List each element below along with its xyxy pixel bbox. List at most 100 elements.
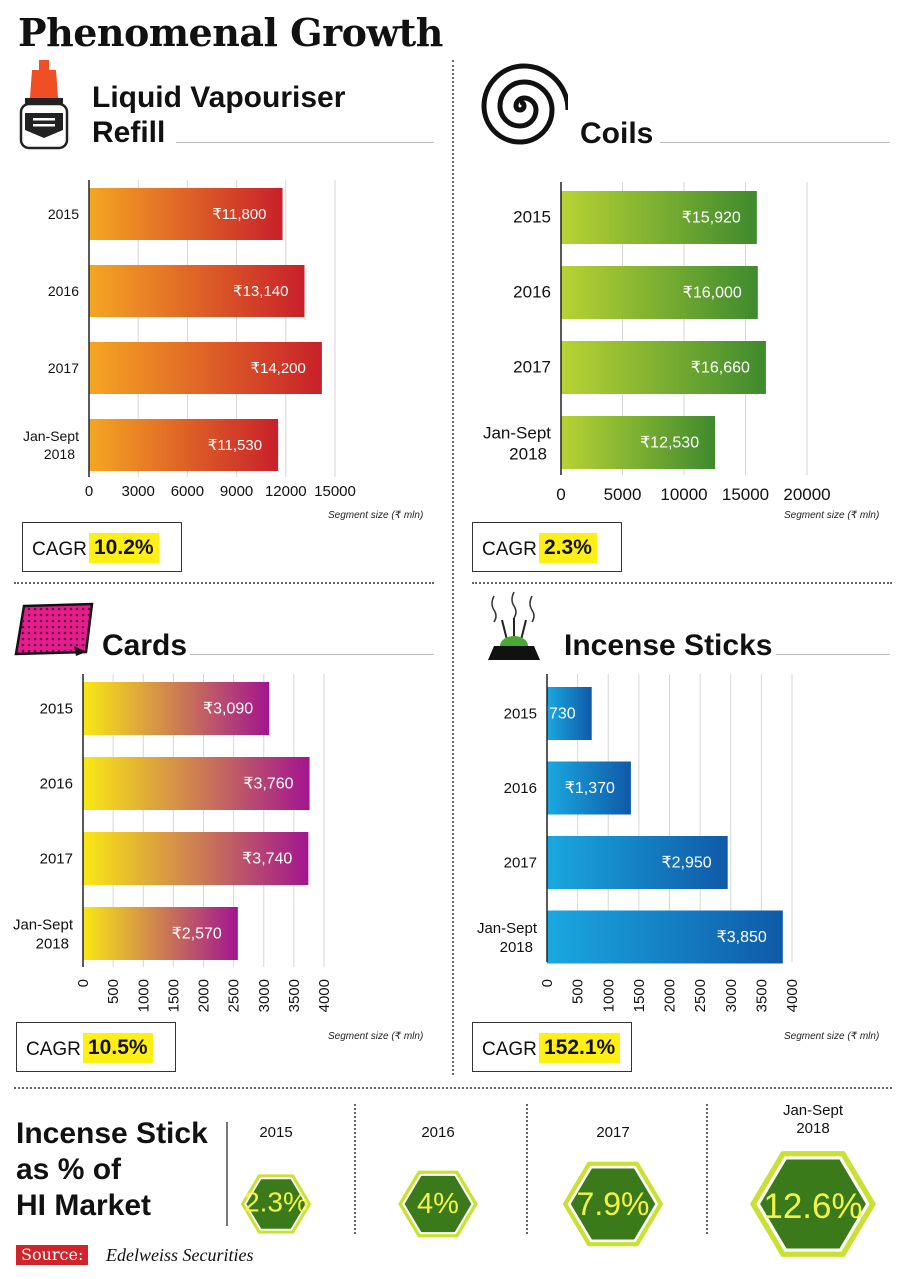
cards-bar bbox=[83, 757, 310, 810]
cards-cagr-box: CAGR 10.5% bbox=[16, 1022, 176, 1072]
liquid-bar bbox=[89, 419, 279, 471]
coils-bar-value-label: ₹12,530 bbox=[640, 435, 699, 452]
liquid-category-label: 2017 bbox=[48, 360, 79, 376]
incense-bar-value-label: ₹2,950 bbox=[661, 855, 711, 872]
incense-bar-value-label: ₹1,370 bbox=[565, 780, 615, 797]
vertical-divider bbox=[452, 60, 454, 1075]
incense-tick-label: 0 bbox=[539, 979, 556, 987]
liquid-cagr-label: CAGR bbox=[32, 539, 87, 560]
cards-category-label: 2016 bbox=[40, 776, 73, 793]
incense-tick-label: 3500 bbox=[753, 979, 770, 1012]
incense-title: Incense Sticks bbox=[564, 629, 773, 662]
cards-tick-label: 4000 bbox=[316, 979, 333, 1012]
share-divider-2 bbox=[526, 1104, 528, 1234]
share-divider-1 bbox=[354, 1104, 356, 1234]
liquid-title-line1: Liquid Vapouriser bbox=[92, 81, 346, 114]
incense-tick-label: 1500 bbox=[631, 979, 648, 1012]
coil-icon bbox=[481, 63, 568, 145]
incense-tick-label: 1000 bbox=[600, 979, 617, 1012]
share-hexagon bbox=[570, 1168, 656, 1240]
share-hexagons: 2.3% 4% 7.9% 12.6% bbox=[240, 1151, 876, 1257]
cards-cagr-label: CAGR bbox=[26, 1039, 81, 1060]
cards-bar bbox=[83, 682, 270, 735]
share-hexagon-value: 4% bbox=[417, 1188, 459, 1220]
share-year-2018: Jan-Sept 2018 bbox=[758, 1102, 868, 1138]
coils-cagr-box: CAGR 2.3% bbox=[472, 522, 622, 572]
liquid-bar-value-label: ₹13,140 bbox=[233, 283, 288, 300]
cards-tick-label: 1500 bbox=[165, 979, 182, 1012]
cards-bar-value-label: ₹3,740 bbox=[242, 851, 292, 868]
share-title-line1: Incense Stick bbox=[16, 1117, 208, 1150]
liquid-bar bbox=[89, 188, 283, 240]
coils-bar-value-label: ₹15,920 bbox=[682, 210, 741, 227]
cards-chart: ₹3,090 2015 ₹3,760 2016 ₹3,740 2017 ₹2,570 Jan-… bbox=[13, 674, 333, 1012]
incense-bar bbox=[547, 761, 631, 815]
incense-icon bbox=[488, 591, 540, 660]
incense-cagr-label: CAGR bbox=[482, 1039, 537, 1060]
cards-category-label: 2015 bbox=[40, 701, 73, 718]
share-year-2017: 2017 bbox=[596, 1124, 630, 1141]
liquid-category-label: 2016 bbox=[48, 283, 79, 299]
coils-bar bbox=[561, 191, 757, 244]
coils-category-label: 2017 bbox=[513, 358, 551, 377]
liquid-bar bbox=[89, 265, 305, 317]
incense-category-label: 2016 bbox=[504, 780, 537, 797]
liquid-cagr-box: CAGR 10.2% bbox=[22, 522, 182, 572]
liquid-tick-label: 0 bbox=[85, 483, 93, 500]
incense-tick-label: 3000 bbox=[723, 979, 740, 1012]
coils-bar bbox=[561, 266, 758, 319]
incense-category-label: 2015 bbox=[504, 706, 537, 723]
liquid-tick-label: 12000 bbox=[265, 483, 307, 500]
incense-tick-label: 2500 bbox=[692, 979, 709, 1012]
incense-category-label: Jan-Sept 2018 bbox=[477, 920, 538, 956]
incense-bar bbox=[547, 910, 783, 964]
share-hexagon bbox=[246, 1179, 306, 1229]
incense-title-rule bbox=[776, 654, 890, 655]
horizontal-divider-right bbox=[472, 582, 892, 584]
share-year-2015: 2015 bbox=[259, 1124, 293, 1141]
cards-bar bbox=[83, 907, 238, 960]
share-year-2018-line2: 2018 bbox=[796, 1120, 830, 1137]
cards-tick-label: 3500 bbox=[286, 979, 303, 1012]
source-label: Source: bbox=[16, 1245, 89, 1265]
incense-bar-value-label: ₹3,850 bbox=[717, 929, 767, 946]
cards-tick-label: 0 bbox=[75, 979, 92, 987]
liquid-category-label: Jan-Sept 2018 bbox=[23, 428, 79, 462]
cards-tick-label: 2500 bbox=[226, 979, 243, 1012]
share-title-separator bbox=[226, 1122, 228, 1226]
cards-title: Cards bbox=[102, 629, 188, 662]
liquid-tick-label: 6000 bbox=[171, 483, 204, 500]
horizontal-divider-left bbox=[14, 582, 434, 584]
coils-category-label: 2016 bbox=[513, 283, 551, 302]
coils-tick-label: 15000 bbox=[722, 485, 769, 504]
liquid-segment-label: Segment size (₹ mln) bbox=[328, 510, 424, 521]
share-title-line2: as % of bbox=[16, 1153, 122, 1186]
incense-bar-value-label: ₹730 bbox=[539, 706, 576, 723]
cards-tick-label: 500 bbox=[105, 979, 122, 1004]
coils-chart: ₹15,920 2015 ₹16,000 2016 ₹16,660 2017 ₹12,530… bbox=[483, 182, 831, 504]
share-year-2016: 2016 bbox=[421, 1124, 455, 1141]
share-year-2018-line1: Jan-Sept bbox=[782, 1102, 844, 1119]
liquid-tick-label: 15000 bbox=[314, 483, 356, 500]
coils-tick-label: 5000 bbox=[604, 485, 642, 504]
liquid-tick-label: 3000 bbox=[122, 483, 155, 500]
liquid-title-rule bbox=[176, 142, 434, 143]
share-hexagon-value: 7.9% bbox=[577, 1186, 650, 1222]
liquid-bar-value-label: ₹14,200 bbox=[250, 360, 305, 377]
liquid-chart: ₹11,800 2015 ₹13,140 2016 ₹14,200 2017 ₹11,530… bbox=[23, 180, 356, 500]
cards-title-rule bbox=[190, 654, 434, 655]
incense-tick-label: 2000 bbox=[662, 979, 679, 1012]
coils-category-label: Jan-Sept 2018 bbox=[483, 424, 551, 464]
coils-bar-value-label: ₹16,000 bbox=[683, 285, 742, 302]
cards-icon bbox=[14, 602, 94, 656]
incense-segment-label: Segment size (₹ mln) bbox=[784, 1031, 880, 1042]
cards-bar-value-label: ₹3,090 bbox=[203, 701, 253, 718]
liquid-cagr-value: 10.2% bbox=[89, 533, 159, 563]
cards-tick-label: 3000 bbox=[256, 979, 273, 1012]
coils-title-rule bbox=[660, 142, 890, 143]
cards-bar bbox=[83, 832, 309, 885]
share-title-line3: HI Market bbox=[16, 1189, 152, 1222]
incense-tick-label: 4000 bbox=[784, 979, 801, 1012]
incense-bar bbox=[547, 687, 592, 740]
share-title: Incense Stick as % of HI Market bbox=[16, 1116, 208, 1224]
